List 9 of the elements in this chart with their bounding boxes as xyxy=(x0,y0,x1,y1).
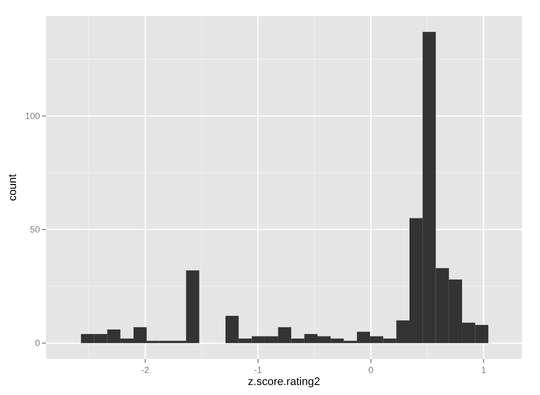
x-tick-label: -1 xyxy=(254,365,262,375)
x-tick-label: 1 xyxy=(481,365,486,375)
y-tick-label: 0 xyxy=(34,338,40,348)
x-tick-label: 0 xyxy=(368,365,374,375)
y-axis-title: count xyxy=(7,174,19,201)
y-tick-label: 100 xyxy=(24,110,40,121)
y-tick-label: 50 xyxy=(30,224,40,235)
x-tick-label: -2 xyxy=(141,365,150,375)
x-axis-title: z.score.rating2 xyxy=(248,376,320,388)
